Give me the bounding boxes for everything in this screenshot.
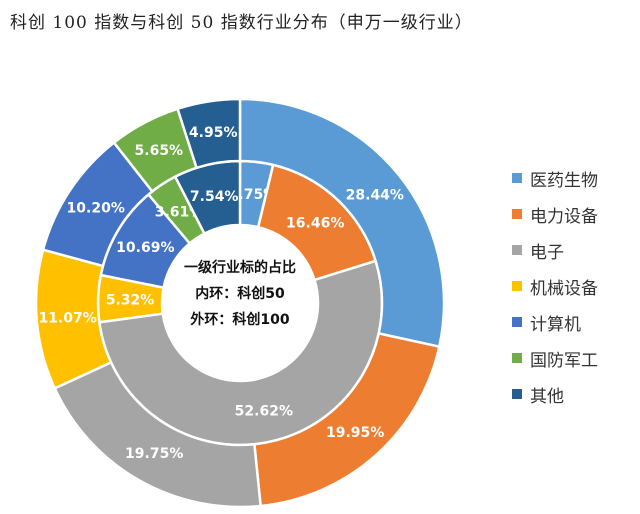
legend-item: 医药生物 (512, 160, 598, 196)
inner-label-其他: 7.54% (190, 189, 239, 205)
outer-label-电子: 19.75% (125, 446, 183, 462)
outer-label-电力设备: 19.95% (326, 425, 384, 441)
legend-swatch (512, 173, 522, 183)
legend-label: 电子 (530, 242, 564, 263)
legend-label: 医药生物 (530, 170, 598, 191)
outer-label-医药生物: 28.44% (346, 188, 404, 204)
legend-label: 计算机 (530, 314, 581, 335)
legend-swatch (512, 317, 522, 327)
legend-label: 电力设备 (530, 206, 598, 227)
center-line-2: 内环：科创50 (195, 286, 285, 302)
center-line-1: 一级行业标的占比 (184, 260, 296, 276)
legend-label: 其他 (530, 386, 564, 407)
legend-item: 其他 (512, 376, 598, 412)
legend-swatch (512, 209, 522, 219)
center-line-3: 外环：科创100 (190, 312, 290, 328)
double-donut-chart: 3.75%16.46%52.62%5.32%10.69%3.61%7.54% 28… (34, 97, 446, 509)
legend-swatch (512, 245, 522, 255)
outer-label-其他: 4.95% (189, 125, 238, 141)
outer-label-计算机: 10.20% (67, 201, 125, 217)
legend: 医药生物电力设备电子机械设备计算机国防军工其他 (512, 160, 598, 412)
legend-item: 机械设备 (512, 268, 598, 304)
legend-item: 电力设备 (512, 196, 598, 232)
legend-swatch (512, 281, 522, 291)
outer-slice-其他 (176, 97, 242, 170)
inner-label-电子: 52.62% (235, 403, 293, 419)
outer-slice-医药生物 (238, 97, 446, 349)
chart-title: 科创 100 指数与科创 50 指数行业分布（申万一级行业） (10, 13, 473, 33)
legend-item: 国防军工 (512, 340, 598, 376)
outer-label-机械设备: 11.07% (38, 310, 96, 326)
legend-label: 机械设备 (530, 278, 598, 299)
outer-label-国防军工: 5.65% (135, 143, 184, 159)
inner-label-机械设备: 5.32% (106, 293, 155, 309)
center-label: 一级行业标的占比 内环：科创50 外环：科创100 (160, 255, 320, 333)
legend-item: 电子 (512, 232, 598, 268)
legend-swatch (512, 389, 522, 399)
inner-label-电力设备: 16.46% (286, 216, 344, 232)
legend-label: 国防军工 (530, 350, 598, 371)
legend-item: 计算机 (512, 304, 598, 340)
legend-swatch (512, 353, 522, 363)
inner-label-计算机: 10.69% (116, 240, 174, 256)
